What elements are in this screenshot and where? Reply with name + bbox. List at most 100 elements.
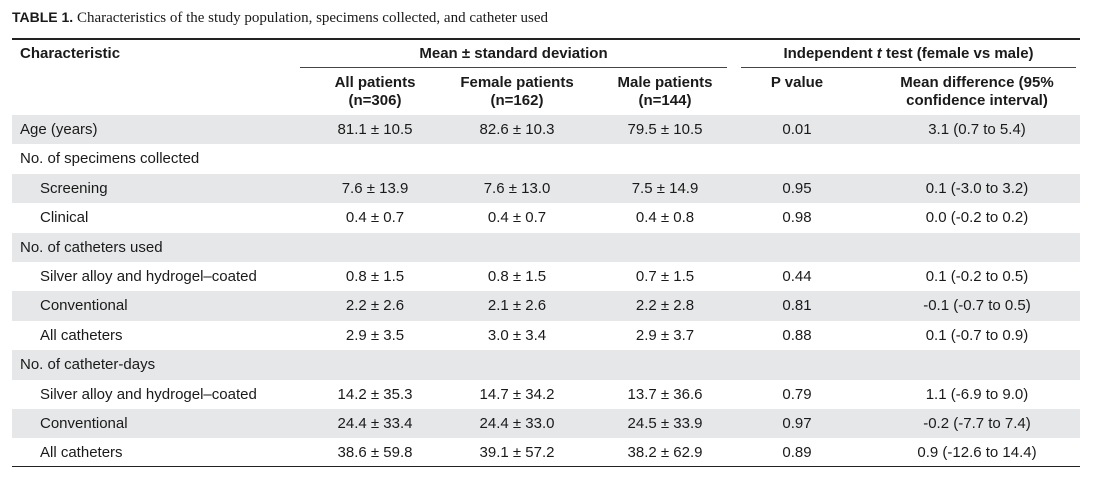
table-label: TABLE 1. (12, 9, 74, 25)
table-row: No. of specimens collected (12, 144, 1080, 173)
header-male-patients-n: (n=144) (638, 92, 692, 109)
row-label: No. of specimens collected (20, 150, 200, 168)
cell-male-patients: 0.4 ± 0.8 (635, 209, 695, 227)
table-row: No. of catheters used (12, 232, 1082, 262)
cell-female-patients: 7.6 ± 13.0 (483, 179, 551, 197)
table-row: Clinical 0.4 ± 0.7 0.4 ± 0.7 0.4 ± 0.8 0.98 0… (12, 203, 1080, 232)
table-caption: TABLE 1. Characteristics of the study po… (12, 9, 548, 27)
table-row: Silver alloy and hydrogel–coated 0.8 ± 1.… (12, 262, 1080, 291)
cell-male-patients: 7.5 ± 14.9 (631, 179, 699, 197)
cell-male-patients: 79.5 ± 10.5 (627, 121, 703, 138)
table-row: Age (years) 81.1 ± 10.5 82.6 ± 10.3 79.5 ± … (12, 115, 1080, 145)
cell-mean-difference (872, 233, 1082, 262)
table-row: All catheters 38.6 ± 59.8 39.1 ± 57.2 38.2 … (12, 438, 1080, 467)
row-label: Age (years) (20, 121, 98, 138)
header-mean-difference-line1: Mean difference (95% (900, 74, 1054, 91)
cell-all-patients: 24.4 ± 33.4 (337, 414, 413, 432)
header-subrule-ttest (741, 67, 1076, 68)
header-female-patients-n: (n=162) (490, 92, 544, 109)
cell-male-patients: 38.2 ± 62.9 (627, 444, 703, 462)
cell-all-patients (300, 233, 450, 262)
header-all-patients-n: (n=306) (348, 92, 402, 109)
cell-p-value: 0.88 (782, 326, 812, 344)
cell-male-patients: 2.9 ± 3.7 (635, 326, 695, 344)
cell-mean-difference: 0.1 (-3.0 to 3.2) (925, 179, 1029, 197)
header-male-patients-label: Male patients (617, 74, 713, 91)
row-label: No. of catheter-days (20, 356, 156, 374)
cell-p-value: 0.44 (782, 267, 812, 285)
cell-mean-difference: -0.2 (-7.7 to 7.4) (923, 414, 1031, 432)
header-group-mean-sd: Mean ± standard deviation (419, 45, 608, 62)
cell-male-patients: 2.2 ± 2.8 (635, 297, 695, 315)
cell-female-patients: 0.4 ± 0.7 (487, 209, 547, 227)
table-title: Characteristics of the study population,… (76, 10, 549, 26)
cell-all-patients: 7.6 ± 13.9 (341, 179, 409, 197)
cell-all-patients: 0.8 ± 1.5 (345, 267, 405, 285)
table-row: Silver alloy and hydrogel–coated 14.2 ± 3… (12, 380, 1080, 409)
cell-p-value: 0.98 (782, 209, 812, 227)
cell-female-patients: 0.8 ± 1.5 (487, 267, 547, 285)
cell-mean-difference: 1.1 (-6.9 to 9.0) (925, 385, 1029, 403)
row-label: Silver alloy and hydrogel–coated (40, 385, 257, 403)
cell-male-patients: 24.5 ± 33.9 (627, 414, 703, 432)
cell-p-value: 0.95 (782, 179, 812, 197)
cell-male-patients: 13.7 ± 36.6 (627, 385, 703, 403)
row-label: No. of catheters used (20, 238, 163, 256)
row-label: All catheters (40, 326, 123, 344)
cell-mean-difference: 0.0 (-0.2 to 0.2) (925, 209, 1029, 227)
row-label: Clinical (40, 209, 89, 227)
header-all-patients-label: All patients (334, 74, 416, 91)
header-female-patients-label: Female patients (460, 74, 574, 91)
cell-mean-difference: 3.1 (0.7 to 5.4) (928, 121, 1026, 138)
cell-male-patients (590, 350, 740, 379)
cell-all-patients: 2.9 ± 3.5 (345, 326, 405, 344)
cell-mean-difference (872, 144, 1082, 173)
header-characteristic: Characteristic (20, 45, 121, 62)
cell-all-patients: 38.6 ± 59.8 (337, 444, 413, 462)
cell-female-patients: 2.1 ± 2.6 (487, 297, 547, 315)
cell-p-value (742, 350, 852, 379)
header-subrule-mean (300, 67, 727, 68)
cell-female-patients: 39.1 ± 57.2 (479, 444, 555, 462)
cell-mean-difference: -0.1 (-0.7 to 0.5) (923, 297, 1031, 315)
table-row: All catheters 2.9 ± 3.5 3.0 ± 3.4 2.9 ± 3.7… (12, 321, 1080, 350)
row-label: Silver alloy and hydrogel–coated (40, 267, 257, 285)
cell-all-patients: 81.1 ± 10.5 (337, 121, 413, 138)
cell-female-patients: 24.4 ± 33.0 (479, 414, 555, 432)
cell-mean-difference: 0.1 (-0.2 to 0.5) (925, 267, 1029, 285)
header-all-patients: All patients (n=306) (300, 74, 450, 110)
cell-p-value (742, 233, 852, 262)
cell-mean-difference: 0.9 (-12.6 to 14.4) (917, 444, 1037, 462)
table-bottom-rule (12, 466, 1080, 467)
cell-all-patients: 0.4 ± 0.7 (345, 209, 405, 227)
cell-female-patients: 14.7 ± 34.2 (479, 385, 555, 403)
cell-p-value: 0.97 (782, 414, 812, 432)
cell-all-patients (300, 144, 450, 173)
cell-female-patients: 82.6 ± 10.3 (479, 121, 555, 138)
cell-male-patients (590, 144, 740, 173)
cell-p-value: 0.79 (782, 385, 812, 403)
cell-mean-difference: 0.1 (-0.7 to 0.9) (925, 326, 1029, 344)
cell-all-patients (300, 350, 450, 379)
cell-p-value: 0.81 (782, 297, 812, 315)
header-male-patients: Male patients (n=144) (590, 74, 740, 110)
header-female-patients: Female patients (n=162) (442, 74, 592, 110)
header-group-t-test-suffix: test (female vs male) (881, 45, 1034, 62)
row-label: All catheters (40, 444, 123, 462)
row-label: Conventional (40, 414, 128, 432)
table-row: Conventional 24.4 ± 33.4 24.4 ± 33.0 24.5 ±… (12, 408, 1080, 439)
header-group-t-test-prefix: Independent (783, 45, 877, 62)
cell-p-value: 0.89 (782, 444, 812, 462)
table-row: Screening 7.6 ± 13.9 7.6 ± 13.0 7.5 ± 14.9 0… (12, 173, 1080, 204)
table-top-rule (12, 38, 1080, 40)
cell-p-value: 0.01 (782, 121, 812, 138)
cell-all-patients: 2.2 ± 2.6 (345, 297, 405, 315)
cell-female-patients (442, 233, 592, 262)
header-group-t-test: Independent t test (female vs male) (741, 45, 1076, 63)
table-body: Age (years) 81.1 ± 10.5 82.6 ± 10.3 79.5 ± … (12, 115, 1080, 468)
cell-p-value (742, 144, 852, 173)
header-mean-difference-line2: confidence interval) (906, 92, 1048, 109)
header-group-t-test-t: t (876, 45, 882, 62)
cell-female-patients (442, 350, 592, 379)
header-p-value: P value (770, 74, 824, 91)
